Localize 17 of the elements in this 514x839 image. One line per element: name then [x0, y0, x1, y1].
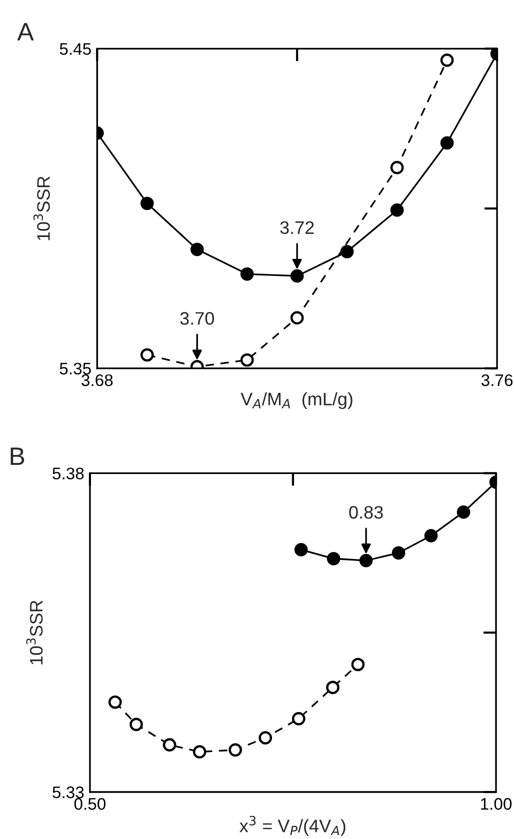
x-tick-label: 3.76	[481, 374, 513, 386]
y-tick-label: 5.35	[60, 362, 91, 375]
y-tick-label: 5.45	[60, 43, 91, 55]
chart-title: B	[10, 448, 24, 465]
y-tick-label: 5.38	[52, 468, 84, 480]
x-tick-label: 0.50	[74, 798, 106, 810]
x-tick-label: 3.68	[82, 374, 113, 386]
chart-title: A	[17, 23, 34, 40]
x-tick-label: 1.00	[481, 798, 512, 810]
y-tick-label: 5.33	[52, 786, 84, 798]
y-axis-title: 10$^{3}$SSR	[33, 176, 50, 240]
x-axis-title: x$^{3}$ = V$_{P}$/(4V$_{A}$)	[240, 816, 346, 836]
annotation: 3.70	[180, 312, 214, 325]
annotation: 3.72	[280, 221, 314, 234]
annotation: 0.83	[349, 506, 383, 519]
x-axis-title: V$_{A}$/M$_{A}$ (mL/g)	[240, 392, 352, 410]
y-axis-title: 10$^{3}$SSR	[26, 600, 43, 664]
